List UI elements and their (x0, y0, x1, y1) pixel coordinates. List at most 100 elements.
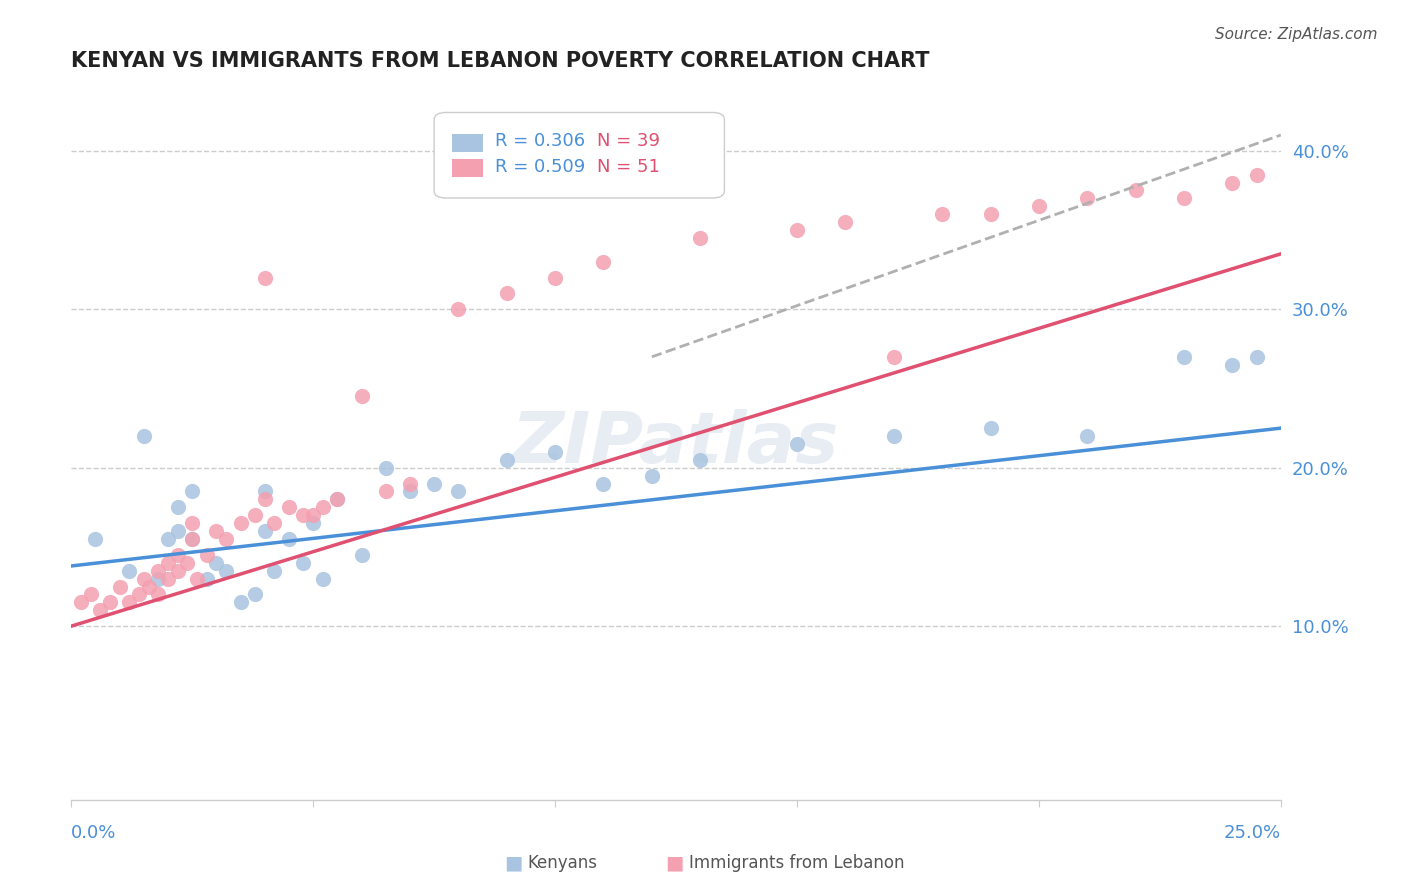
Point (786, 223, 808, 237)
Point (278, 532, 301, 546)
Point (98, 595, 121, 609)
Point (181, 532, 204, 546)
Point (176, 556, 198, 570)
Point (447, 302, 470, 317)
Point (302, 508, 325, 523)
Text: 25.0%: 25.0% (1223, 824, 1281, 842)
Point (132, 429, 155, 443)
Point (195, 572, 218, 586)
Text: N = 39: N = 39 (598, 132, 661, 150)
Point (1028, 199, 1050, 213)
Point (156, 532, 179, 546)
Point (195, 548, 218, 562)
Text: R = 0.306: R = 0.306 (495, 132, 585, 150)
Point (374, 484, 396, 499)
Point (423, 476, 446, 491)
Point (229, 516, 252, 531)
Point (495, 286, 517, 301)
Point (641, 468, 664, 483)
Point (70, 595, 93, 609)
Point (148, 587, 170, 601)
Point (181, 484, 204, 499)
Point (263, 516, 285, 531)
Point (229, 595, 252, 609)
Text: Kenyans: Kenyans (527, 855, 598, 872)
Text: R = 0.509: R = 0.509 (495, 159, 585, 177)
Text: Source: ZipAtlas.com: Source: ZipAtlas.com (1215, 27, 1378, 42)
Point (312, 500, 335, 515)
Point (1222, 176, 1244, 190)
Point (181, 532, 204, 546)
Point (156, 556, 179, 570)
FancyBboxPatch shape (434, 112, 724, 198)
Point (186, 572, 208, 586)
Point (350, 548, 373, 562)
Point (302, 516, 325, 531)
Point (292, 508, 315, 523)
Point (181, 516, 204, 531)
Point (544, 445, 567, 459)
Point (1246, 350, 1268, 364)
Point (205, 524, 228, 538)
Text: ■: ■ (503, 854, 523, 872)
Point (84, 532, 107, 546)
Point (253, 484, 276, 499)
Point (1076, 429, 1098, 443)
Point (278, 500, 301, 515)
Point (166, 500, 188, 515)
Text: 0.0%: 0.0% (72, 824, 117, 842)
Point (1125, 184, 1147, 198)
Point (399, 484, 422, 499)
Point (592, 476, 614, 491)
Text: ZIPatlas: ZIPatlas (512, 409, 839, 478)
Point (1246, 168, 1268, 182)
Point (108, 580, 131, 594)
Point (495, 452, 517, 467)
Point (931, 207, 953, 221)
Point (263, 564, 285, 578)
Point (689, 452, 711, 467)
Point (118, 564, 141, 578)
Point (166, 524, 188, 538)
Point (883, 350, 905, 364)
Point (1173, 350, 1195, 364)
Point (132, 572, 155, 586)
Point (786, 437, 808, 451)
Point (148, 564, 170, 578)
Point (834, 215, 856, 229)
Point (253, 270, 276, 285)
Point (544, 270, 567, 285)
Point (447, 484, 470, 499)
Point (148, 572, 170, 586)
Point (326, 492, 349, 507)
Bar (453, 134, 482, 152)
Text: Immigrants from Lebanon: Immigrants from Lebanon (689, 855, 904, 872)
Point (592, 254, 614, 268)
Point (166, 564, 188, 578)
Point (374, 460, 396, 475)
Point (399, 476, 422, 491)
Point (883, 429, 905, 443)
Point (1076, 191, 1098, 205)
Point (89, 603, 111, 617)
Point (215, 564, 238, 578)
Point (79, 587, 101, 601)
Point (350, 389, 373, 403)
Point (1173, 191, 1195, 205)
Point (326, 492, 349, 507)
Bar (453, 159, 482, 177)
Point (215, 532, 238, 546)
Point (980, 207, 1002, 221)
Point (689, 231, 711, 245)
Point (166, 548, 188, 562)
Point (253, 524, 276, 538)
Point (118, 595, 141, 609)
Point (312, 572, 335, 586)
Point (138, 580, 160, 594)
Point (292, 556, 315, 570)
Point (205, 556, 228, 570)
Text: KENYAN VS IMMIGRANTS FROM LEBANON POVERTY CORRELATION CHART: KENYAN VS IMMIGRANTS FROM LEBANON POVERT… (72, 51, 929, 70)
Text: N = 51: N = 51 (598, 159, 661, 177)
Text: ■: ■ (665, 854, 685, 872)
Point (243, 508, 266, 523)
